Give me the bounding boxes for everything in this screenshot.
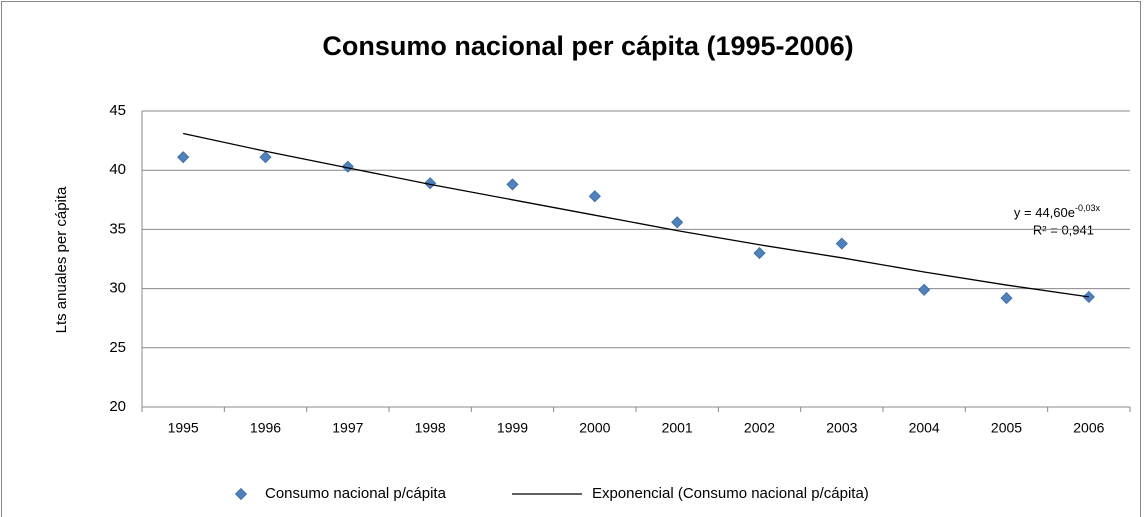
y-axis-title: Lts anuales per cápita (53, 186, 70, 333)
data-point (1000, 292, 1013, 305)
y-tick-label: 40 (109, 161, 126, 178)
chart-title: Consumo nacional per cápita (1995-2006) (322, 31, 853, 61)
equation-text: y = 44,60e (1014, 205, 1075, 220)
x-tick-label: 1998 (415, 420, 446, 436)
x-tick-label: 1996 (250, 420, 281, 436)
x-tick-label: 2003 (826, 420, 857, 436)
data-point (918, 283, 931, 296)
x-tick-label: 1999 (497, 420, 528, 436)
trend-line (183, 132, 1089, 298)
data-point (753, 247, 766, 260)
data-point (259, 151, 272, 164)
y-tick-label: 20 (109, 398, 126, 415)
legend-marker (234, 487, 248, 501)
y-tick-label: 30 (109, 280, 126, 297)
data-point (341, 160, 354, 173)
trend-equation: y = 44,60e-0,03x (1014, 203, 1101, 220)
data-point (835, 237, 848, 250)
x-tick-label: 1997 (332, 420, 363, 436)
x-tick-label: 2001 (662, 420, 693, 436)
x-tick-label: 2006 (1073, 420, 1104, 436)
x-tick-label: 2005 (991, 420, 1022, 436)
x-tick-label: 2002 (744, 420, 775, 436)
data-point (506, 178, 519, 191)
data-point (424, 177, 437, 190)
y-tick-label: 25 (109, 339, 126, 356)
data-point (671, 216, 684, 229)
data-point (588, 190, 601, 203)
r-squared: R² = 0,941 (1033, 222, 1094, 237)
y-tick-label: 45 (109, 102, 126, 119)
x-tick-label: 1995 (168, 420, 199, 436)
y-tick-label: 35 (109, 220, 126, 237)
legend-label: Consumo nacional p/cápita (265, 485, 447, 502)
legend-label: Exponencial (Consumo nacional p/cápita) (592, 485, 869, 502)
equation-exponent: -0,03x (1075, 203, 1101, 213)
data-point (177, 151, 190, 164)
x-tick-label: 2004 (909, 420, 940, 436)
x-tick-label: 2000 (579, 420, 610, 436)
